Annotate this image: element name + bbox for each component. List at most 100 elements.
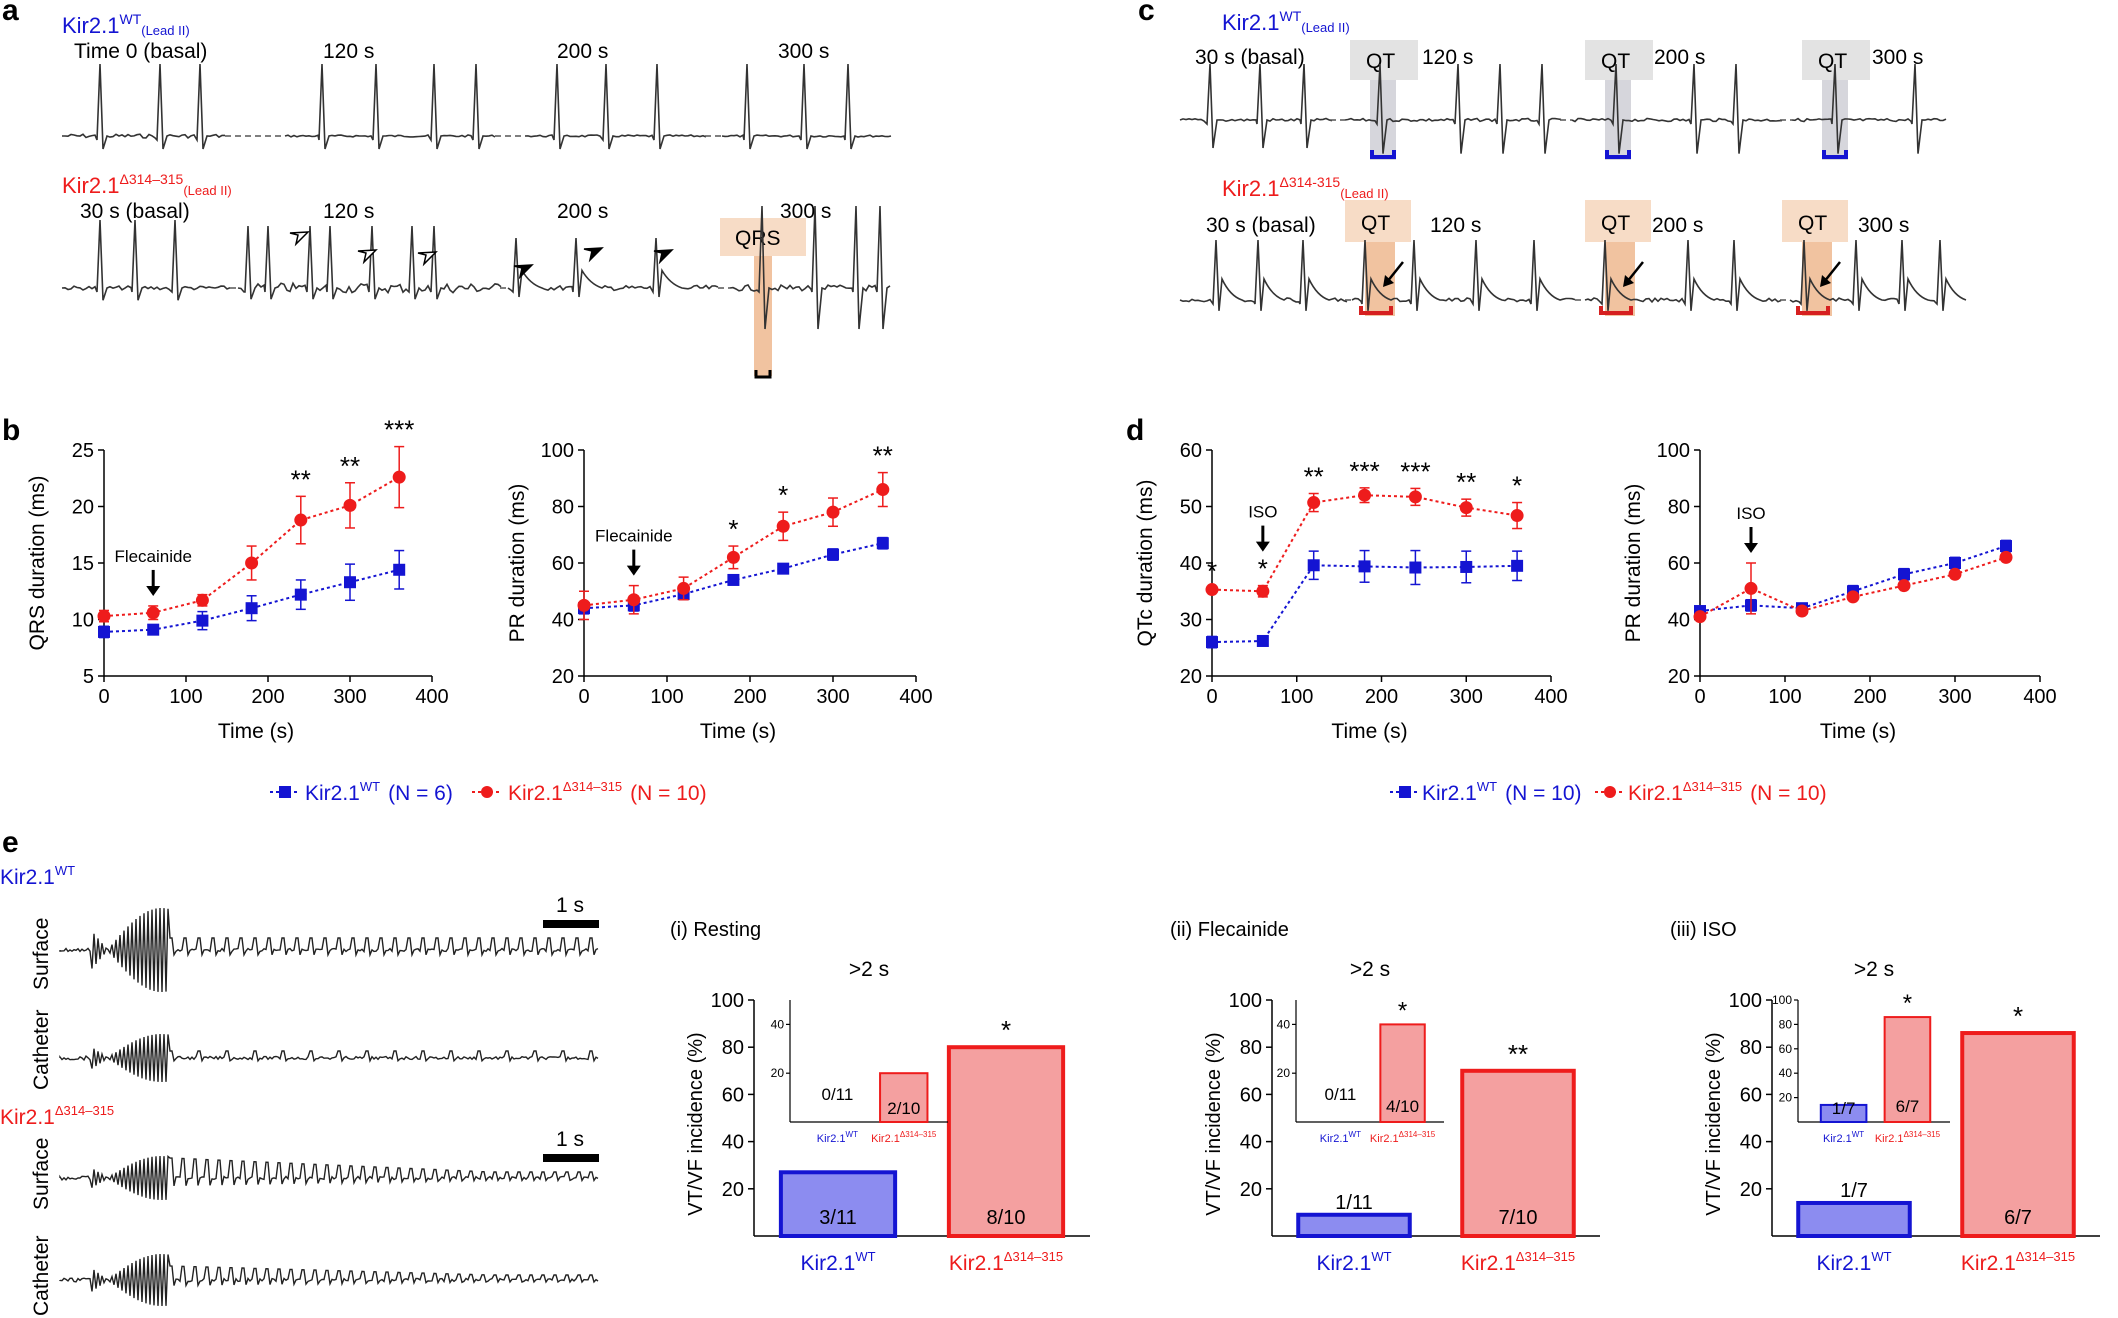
x-tick-label: 200 (1365, 686, 1398, 708)
category-label: Kir2.1WT (1816, 1249, 1891, 1275)
y-tick-label: 20 (1668, 666, 1690, 688)
qt-mut-arrow-1 (1386, 261, 1404, 283)
panel-letter-b: b (2, 414, 20, 447)
y-axis-label: QTc duration (ms) (1134, 480, 1157, 647)
qt-mut-arrow-3 (1823, 261, 1841, 283)
data-point-wt (1949, 557, 1961, 569)
panel-a-mut-label: Kir2.1Δ314–315(Lead II) (62, 171, 232, 198)
data-point-mut (97, 609, 111, 623)
qt-mut-bracket-2 (1599, 306, 1633, 315)
qt-mut-arrowhead-2 (1623, 275, 1634, 287)
inset-title: >2 s (1350, 958, 1390, 981)
x-tick-label: 300 (1938, 686, 1971, 708)
data-point-wt (876, 537, 889, 550)
inset-y-tick-label: 60 (1779, 1042, 1793, 1056)
data-point-wt (196, 614, 209, 627)
panel-c-wt-time-3: 300 s (1872, 46, 1923, 69)
significance-mark: * (1512, 471, 1522, 501)
legend-d: Kir2.1WT (N = 10) Kir2.1Δ314–315 (N = 10) (1390, 779, 1827, 805)
y-axis-label: PR duration (ms) (506, 484, 529, 643)
data-point-wt (1511, 559, 1524, 572)
significance-mark: * (728, 514, 738, 544)
x-tick-label: 200 (251, 686, 284, 708)
panel-e-wt-catheter: Catheter (30, 1009, 53, 1090)
qt-wt-box-1 (1350, 40, 1418, 80)
treatment-label: Flecainide (114, 547, 192, 566)
panel-a-mut-time-0: 30 s (basal) (80, 200, 190, 223)
treatment-arrowhead (146, 585, 161, 596)
category-label: Kir2.1WT (800, 1249, 875, 1275)
inset-y-tick-label: 40 (1779, 1066, 1793, 1080)
y-tick-label: 80 (552, 497, 574, 519)
ecg-c-mut-seg-1 (1179, 239, 1348, 311)
data-point-mut (726, 550, 740, 564)
inset-bar-label: 2/10 (887, 1099, 920, 1118)
y-axis-label: VT/VF incidence (%) (1203, 1032, 1225, 1215)
panel-c-mut-time-1: 120 s (1430, 214, 1481, 237)
data-point-mut (1307, 496, 1321, 510)
bar-mut (1460, 1068, 1576, 1239)
inset-bar-label: 4/10 (1386, 1097, 1419, 1116)
data-point-wt (1898, 568, 1910, 581)
ecg-e-wt-surface (59, 907, 599, 993)
ecg-a-wt-seg-2 (284, 63, 496, 150)
bar-wt (1796, 1200, 1912, 1238)
significance-mark: *** (384, 415, 414, 445)
data-point-mut (195, 593, 209, 607)
category-label: Kir2.1Δ314–315 (1461, 1249, 1575, 1275)
panel-c-mut-time-2: 200 s (1652, 214, 1703, 237)
y-tick-label: 60 (1668, 553, 1690, 575)
x-axis-label: Time (s) (1331, 720, 1407, 743)
data-point-wt (1409, 561, 1422, 574)
qt-wt-label-1: QT (1366, 50, 1395, 73)
data-point-wt (827, 548, 839, 561)
y-tick-label: 20 (1180, 666, 1202, 688)
panel-c-mut-time-3: 300 s (1858, 214, 1909, 237)
data-point-wt (344, 576, 356, 589)
ecg-a-wt-seg-1 (62, 63, 225, 150)
inset-y-tick-label: 40 (1277, 1017, 1291, 1031)
panel-c-mut-label: Kir2.1Δ314-315(Lead II) (1222, 174, 1389, 201)
x-tick-label: 100 (1768, 686, 1801, 708)
chart-d1: 20 30 40 50 60 0 100 200 300 400 Time (s) QTc durat… (1134, 440, 1568, 743)
legend-d-mut: Kir2.1Δ314–315 (N = 10) (1628, 779, 1827, 805)
significance-mark: * (1001, 1015, 1011, 1045)
inset-significance-mark: * (1398, 997, 1407, 1024)
data-point-mut (343, 498, 357, 512)
data-point-mut (245, 556, 259, 570)
inset-y-tick-label: 100 (1772, 993, 1792, 1007)
data-point-mut (1846, 590, 1860, 604)
ecg-e-wt-catheter (59, 1033, 599, 1083)
y-tick-label: 20 (552, 666, 574, 688)
x-tick-label: 300 (816, 686, 849, 708)
panel-a-mut-time-2: 200 s (557, 200, 608, 223)
data-point-wt (1256, 634, 1269, 647)
data-point-mut (1948, 567, 1962, 581)
significance-mark: * (1207, 556, 1217, 586)
qt-mut-label-3: QT (1798, 212, 1827, 235)
qt-wt-bracket-1 (1370, 150, 1396, 159)
y-tick-label: 40 (552, 610, 574, 632)
data-point-mut (1795, 604, 1809, 618)
chart-title: (ii) Flecainide (1170, 919, 1289, 941)
labels: a Kir2.1WT(Lead II) Time 0 (basal) 120 s… (0, 0, 1923, 1316)
x-tick-label: 100 (650, 686, 683, 708)
y-tick-label: 20 (72, 497, 94, 519)
treatment-arrowhead (1255, 541, 1270, 552)
legend-b-mut-marker (481, 786, 493, 798)
x-axis-label: Time (s) (1820, 720, 1896, 743)
x-axis-label: Time (s) (700, 720, 776, 743)
x-tick-label: 300 (1450, 686, 1483, 708)
inset-bar-label: 6/7 (1896, 1097, 1920, 1116)
ecg-c-wt-seg-3 (1571, 63, 1783, 154)
y-tick-label: 40 (1668, 610, 1690, 632)
legend-d-wt: Kir2.1WT (N = 10) (1422, 779, 1582, 805)
significance-mark: *** (1400, 456, 1430, 486)
bar-label: 3/11 (819, 1207, 856, 1229)
bar-mut (946, 1045, 1066, 1238)
x-tick-label: 100 (169, 686, 202, 708)
y-tick-label: 60 (1180, 440, 1202, 462)
